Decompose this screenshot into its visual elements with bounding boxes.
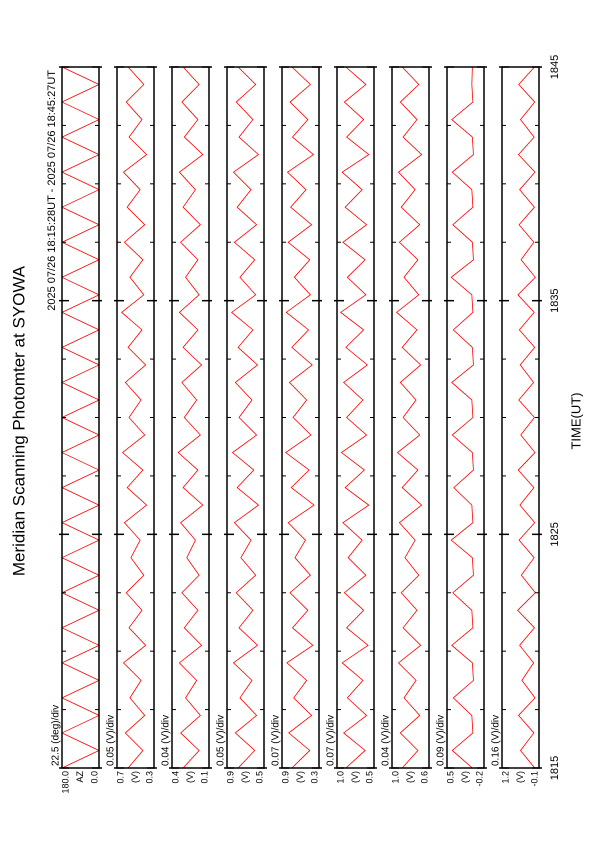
panel-frame: [392, 67, 429, 768]
panel-frame: [502, 67, 539, 768]
y-tick-label: 180.0: [60, 771, 70, 794]
panel-scale: 0.16 (V)/div: [491, 715, 502, 766]
y-tick-label: 0.4: [170, 771, 180, 784]
chart-title: Meridian Scanning Photomter at SYOWA: [9, 265, 28, 576]
x-tick-label: 1815: [549, 756, 561, 780]
y-tick-label: 0.5: [254, 771, 264, 784]
data-line: [121, 66, 148, 769]
y-tick-label: 1.0: [390, 771, 400, 784]
panel-scale: 0.07 (V)/div: [271, 715, 282, 766]
panel-scale: 0.04 (V)/div: [161, 715, 172, 766]
y-axis-label: (V): [185, 771, 195, 783]
panel-frame: [282, 67, 319, 768]
chart-subtitle: 2025 07/26 18:15:28UT - 2025 07/26 18:45…: [46, 70, 58, 311]
y-axis-label: AZ: [75, 771, 85, 783]
y-axis-label: (V): [350, 771, 360, 783]
data-line: [340, 66, 370, 769]
panel-scale: 0.05 (V)/div: [106, 715, 117, 766]
x-tick-label: 1825: [549, 522, 561, 546]
y-axis-label: (V): [240, 771, 250, 783]
y-axis-label: (V): [405, 771, 415, 783]
panel-frame: [447, 67, 484, 768]
x-tick-label: 1835: [549, 288, 561, 312]
panel-scale: 0.04 (V)/div: [381, 715, 392, 766]
data-line: [230, 66, 260, 769]
y-tick-label: -0.2: [474, 771, 484, 787]
data-line: [517, 66, 536, 769]
panel-frame: [172, 67, 209, 768]
y-tick-label: 0.0: [89, 771, 99, 784]
y-tick-label: 1.2: [500, 771, 510, 784]
panel-frame: [337, 67, 374, 768]
x-tick-label: 1845: [549, 55, 561, 79]
y-tick-label: -0.1: [529, 771, 539, 787]
y-axis-label: (V): [130, 771, 140, 783]
y-tick-label: 0.5: [445, 771, 455, 784]
panel-frame: [62, 67, 99, 768]
rotated-plot: Meridian Scanning Photomter at SYOWA 202…: [9, 55, 583, 794]
y-axis-label: (V): [460, 771, 470, 783]
y-tick-label: 0.3: [309, 771, 319, 784]
y-tick-label: 0.7: [115, 771, 125, 784]
y-tick-label: 0.3: [144, 771, 154, 784]
y-tick-label: 0.1: [199, 771, 209, 784]
x-axis-label: TIME(UT): [568, 392, 583, 449]
y-axis-label: (V): [295, 771, 305, 783]
data-line: [177, 66, 204, 769]
panel-scale: 22.5 (deg)/div: [51, 705, 62, 766]
data-line: [285, 66, 315, 769]
y-tick-label: 1.0: [335, 771, 345, 784]
data-line: [396, 66, 423, 769]
panel-frame: [117, 67, 154, 768]
y-axis-label: (V): [515, 771, 525, 783]
y-tick-label: 0.5: [364, 771, 374, 784]
panel-frame: [227, 67, 264, 768]
panel-scale: 0.05 (V)/div: [216, 715, 227, 766]
data-line: [450, 66, 474, 769]
panel-scale: 0.09 (V)/div: [436, 715, 447, 766]
y-tick-label: 0.9: [280, 771, 290, 784]
y-tick-label: 0.6: [419, 771, 429, 784]
y-tick-label: 0.9: [225, 771, 235, 784]
panel-scale: 0.07 (V)/div: [326, 715, 337, 766]
